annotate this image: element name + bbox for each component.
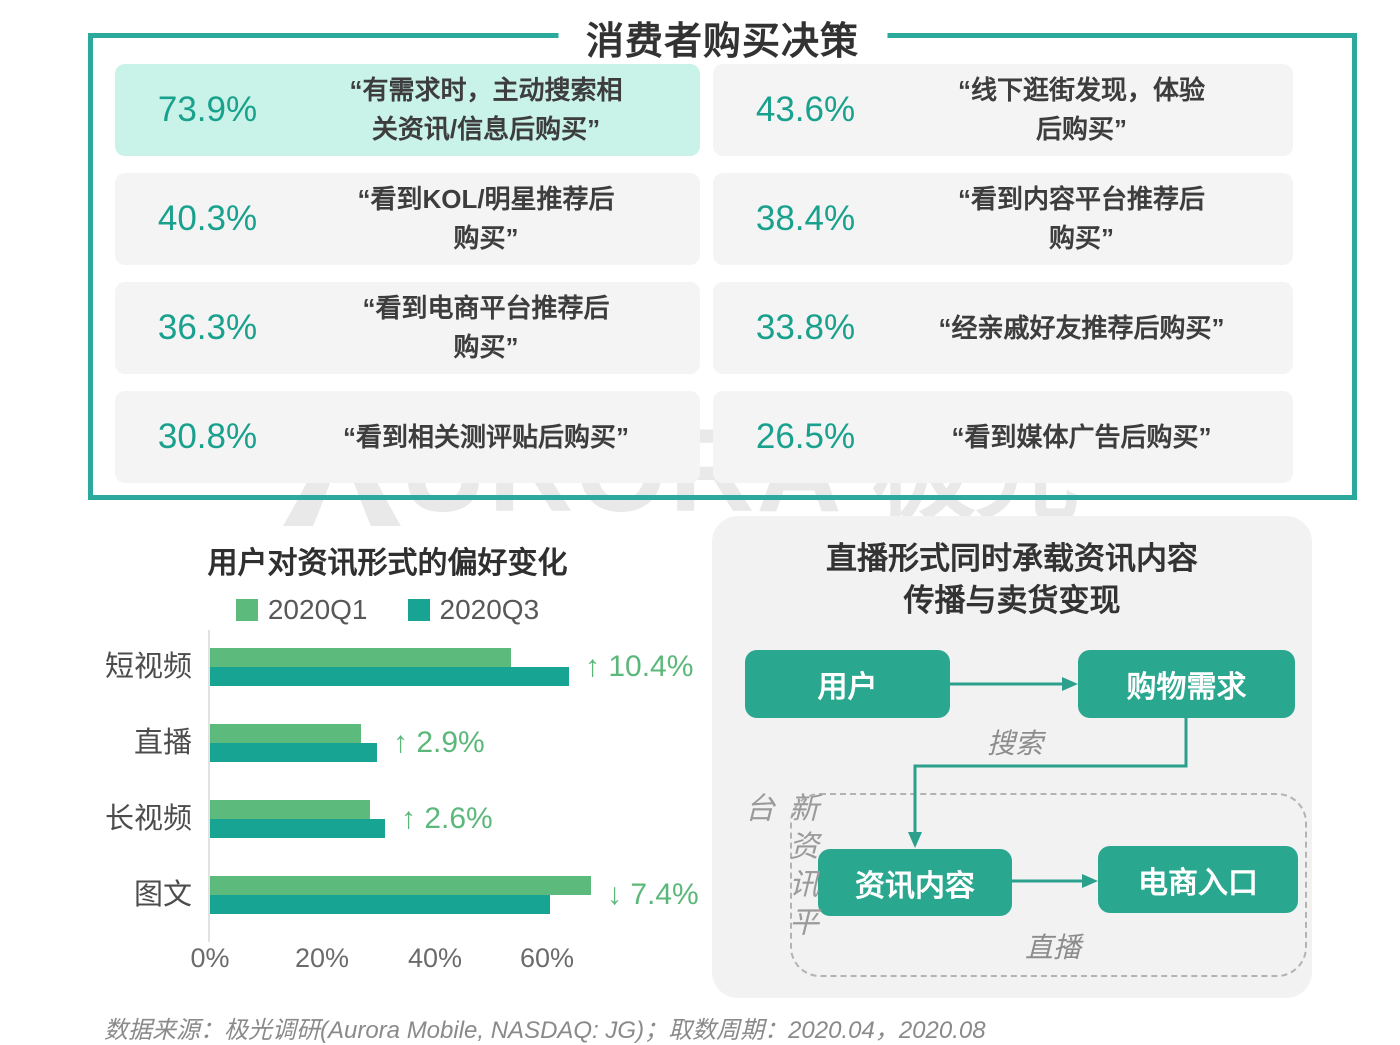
change-annotation: ↓ 7.4% bbox=[607, 878, 699, 911]
card-percent: 40.3% bbox=[157, 199, 258, 238]
x-tick: 0% bbox=[190, 943, 230, 973]
card-quote: “线下逛街发现，体验 后购买” bbox=[957, 75, 1205, 144]
change-annotation: ↑ 2.9% bbox=[393, 726, 485, 759]
category-label: 短视频 bbox=[104, 651, 192, 683]
card-percent: 73.9% bbox=[157, 90, 258, 129]
decision-card: 43.6% “线下逛街发现，体验 后购买” bbox=[713, 64, 1293, 156]
card-percent: 33.8% bbox=[755, 308, 856, 347]
legend-swatch-2020q1 bbox=[235, 599, 258, 621]
legend-swatch-2020q3 bbox=[407, 599, 430, 621]
preference-chart: 用户对资讯形式的偏好变化 2020Q1 2020Q3 0% 20% 40% 60… bbox=[60, 538, 715, 1013]
chart-row-2: 长视频 ↑ 2.6% bbox=[60, 800, 715, 838]
bar-2020q1-0 bbox=[210, 648, 511, 667]
card-percent: 38.4% bbox=[755, 199, 856, 238]
flow-node-shopping-need: 购物需求 bbox=[1078, 650, 1295, 718]
decision-card: 73.9% “有需求时，主动搜索相 关资讯/信息后购买” bbox=[115, 64, 700, 156]
card-quote: “看到相关测评贴后购买” bbox=[342, 421, 629, 452]
x-tick: 20% bbox=[294, 943, 350, 973]
chart-legend: 2020Q1 2020Q3 bbox=[60, 594, 715, 626]
flow-label-live: 直播 bbox=[1024, 932, 1082, 963]
decision-card: 33.8% “经亲戚好友推荐后购买” bbox=[713, 282, 1293, 374]
legend-item-2020q1: 2020Q1 bbox=[235, 594, 368, 626]
card-quote: “看到内容平台推荐后 购买” bbox=[957, 184, 1205, 253]
decision-panel-title: 消费者购买决策 bbox=[557, 10, 888, 65]
chart-row-3: 图文 ↓ 7.4% bbox=[60, 876, 715, 914]
chart-row-0: 短视频 ↑ 10.4% bbox=[60, 648, 715, 686]
card-percent: 26.5% bbox=[755, 417, 856, 456]
decision-card: 36.3% “看到电商平台推荐后 购买” bbox=[115, 282, 700, 374]
bar-2020q1-1 bbox=[210, 724, 361, 743]
live-commerce-panel: 直播形式同时承载资讯内容 传播与卖货变现 用户 购物需求 资讯内容 电商入口 搜… bbox=[712, 516, 1312, 998]
decision-panel: 消费者购买决策 73.9% “有需求时，主动搜索相 关资讯/信息后购买” 43.… bbox=[88, 10, 1357, 500]
legend-label-2020q3: 2020Q3 bbox=[439, 594, 540, 625]
card-quote: “看到媒体广告后购买” bbox=[951, 421, 1212, 452]
bar-2020q3-3 bbox=[210, 895, 550, 914]
card-quote: “看到KOL/明星推荐后 购买” bbox=[357, 184, 615, 253]
category-label: 长视频 bbox=[104, 803, 192, 835]
bar-2020q3-0 bbox=[210, 667, 569, 686]
card-percent: 30.8% bbox=[157, 417, 258, 456]
flow-node-ecommerce-entry: 电商入口 bbox=[1098, 846, 1298, 913]
decision-card: 30.8% “看到相关测评贴后购买” bbox=[115, 391, 700, 483]
bar-2020q3-2 bbox=[210, 819, 385, 838]
card-quote: “经亲戚好友推荐后购买” bbox=[938, 312, 1225, 343]
flow-node-content: 资讯内容 bbox=[818, 849, 1012, 916]
flow-label-new-media-platform: 新资讯平台 bbox=[740, 792, 817, 944]
card-quote: “有需求时，主动搜索相 关资讯/信息后购买” bbox=[349, 75, 623, 144]
decision-card: 40.3% “看到KOL/明星推荐后 购买” bbox=[115, 173, 700, 265]
flow-title-line2: 传播与卖货变现 bbox=[903, 582, 1121, 618]
category-label: 图文 bbox=[133, 879, 192, 911]
chart-title: 用户对资讯形式的偏好变化 bbox=[207, 547, 568, 580]
flow-title: 直播形式同时承载资讯内容 传播与卖货变现 bbox=[712, 538, 1312, 622]
x-tick: 40% bbox=[407, 943, 463, 973]
category-label: 直播 bbox=[133, 727, 192, 759]
flow-node-user: 用户 bbox=[745, 650, 950, 718]
x-tick: 60% bbox=[519, 943, 575, 973]
legend-item-2020q3: 2020Q3 bbox=[407, 594, 540, 626]
data-source-note: 数据来源：极光调研(Aurora Mobile, NASDAQ: JG)；取数周… bbox=[104, 1017, 986, 1044]
bar-2020q3-1 bbox=[210, 743, 377, 762]
chart-row-1: 直播 ↑ 2.9% bbox=[60, 724, 715, 762]
flow-label-search: 搜索 bbox=[986, 728, 1044, 759]
bar-2020q1-3 bbox=[210, 876, 591, 895]
change-annotation: ↑ 10.4% bbox=[585, 650, 694, 683]
y-axis-line bbox=[208, 630, 210, 942]
flow-title-line1: 直播形式同时承载资讯内容 bbox=[826, 541, 1198, 576]
decision-card: 26.5% “看到媒体广告后购买” bbox=[713, 391, 1293, 483]
card-percent: 43.6% bbox=[755, 90, 856, 129]
card-quote: “看到电商平台推荐后 购买” bbox=[362, 293, 610, 362]
change-annotation: ↑ 2.6% bbox=[401, 802, 493, 835]
legend-label-2020q1: 2020Q1 bbox=[267, 594, 368, 625]
decision-cards-grid: 73.9% “有需求时，主动搜索相 关资讯/信息后购买” 43.6% “线下逛街… bbox=[115, 64, 1293, 483]
bar-2020q1-2 bbox=[210, 800, 370, 819]
card-percent: 36.3% bbox=[157, 308, 258, 347]
arrow-user-to-need-icon bbox=[950, 677, 1078, 691]
decision-card: 38.4% “看到内容平台推荐后 购买” bbox=[713, 173, 1293, 265]
